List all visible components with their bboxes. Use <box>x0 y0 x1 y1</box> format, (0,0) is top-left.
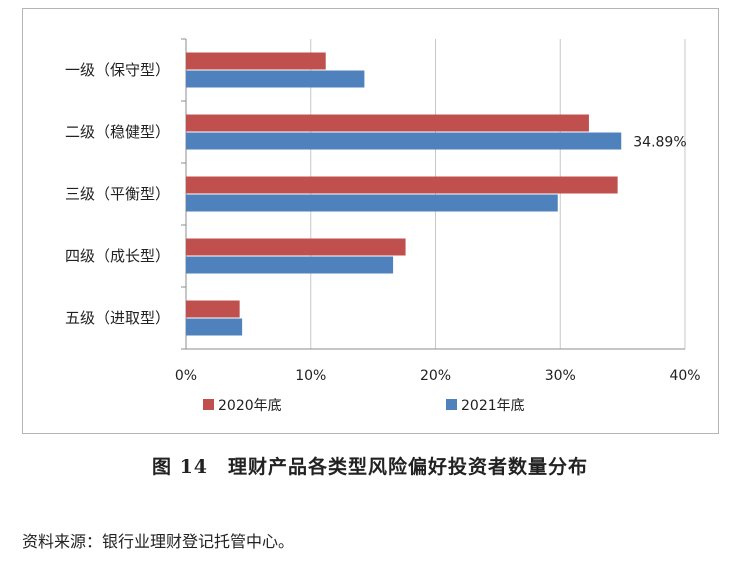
category-label-2: 三级（平衡型） <box>65 185 170 203</box>
figure-caption: 图 14 理财产品各类型风险偏好投资者数量分布 <box>151 456 589 478</box>
bar-series0-1 <box>186 114 589 132</box>
chart-frame: 一级（保守型） 二级（稳健型） 三级（平衡型） 四级（成长型） 五级（进取型） 34.89… <box>22 8 719 434</box>
category-label-3: 四级（成长型） <box>65 247 170 265</box>
source-note: 资料来源：银行业理财登记托管中心。 <box>22 532 295 551</box>
bar-chart: 一级（保守型） 二级（稳健型） 三级（平衡型） 四级（成长型） 五级（进取型） 34.89… <box>65 38 701 414</box>
x-tick-label-4: 40% <box>669 368 700 384</box>
legend-swatch-1 <box>446 399 457 410</box>
bar-series0-3 <box>186 238 406 256</box>
bar-series1-1 <box>186 132 622 150</box>
category-label-1: 二级（稳健型） <box>65 123 170 141</box>
x-tick-label-1: 10% <box>295 368 326 384</box>
x-tick-label-2: 20% <box>420 368 451 384</box>
bar-series0-0 <box>186 52 326 70</box>
legend-swatch-0 <box>203 399 214 410</box>
x-tick-label-3: 30% <box>545 368 576 384</box>
data-label-0: 34.89% <box>633 135 686 151</box>
category-label-4: 五级（进取型） <box>65 309 170 327</box>
category-label-0: 一级（保守型） <box>65 61 170 79</box>
bar-series0-2 <box>186 176 618 194</box>
legend-label-1: 2021年底 <box>461 398 525 414</box>
bar-series1-4 <box>186 318 243 336</box>
legend-label-0: 2020年底 <box>218 398 282 414</box>
bar-series0-4 <box>186 300 240 318</box>
bar-series1-3 <box>186 256 394 274</box>
bar-series1-2 <box>186 194 558 212</box>
x-tick-label-0: 0% <box>175 368 197 384</box>
bar-series1-0 <box>186 70 365 88</box>
